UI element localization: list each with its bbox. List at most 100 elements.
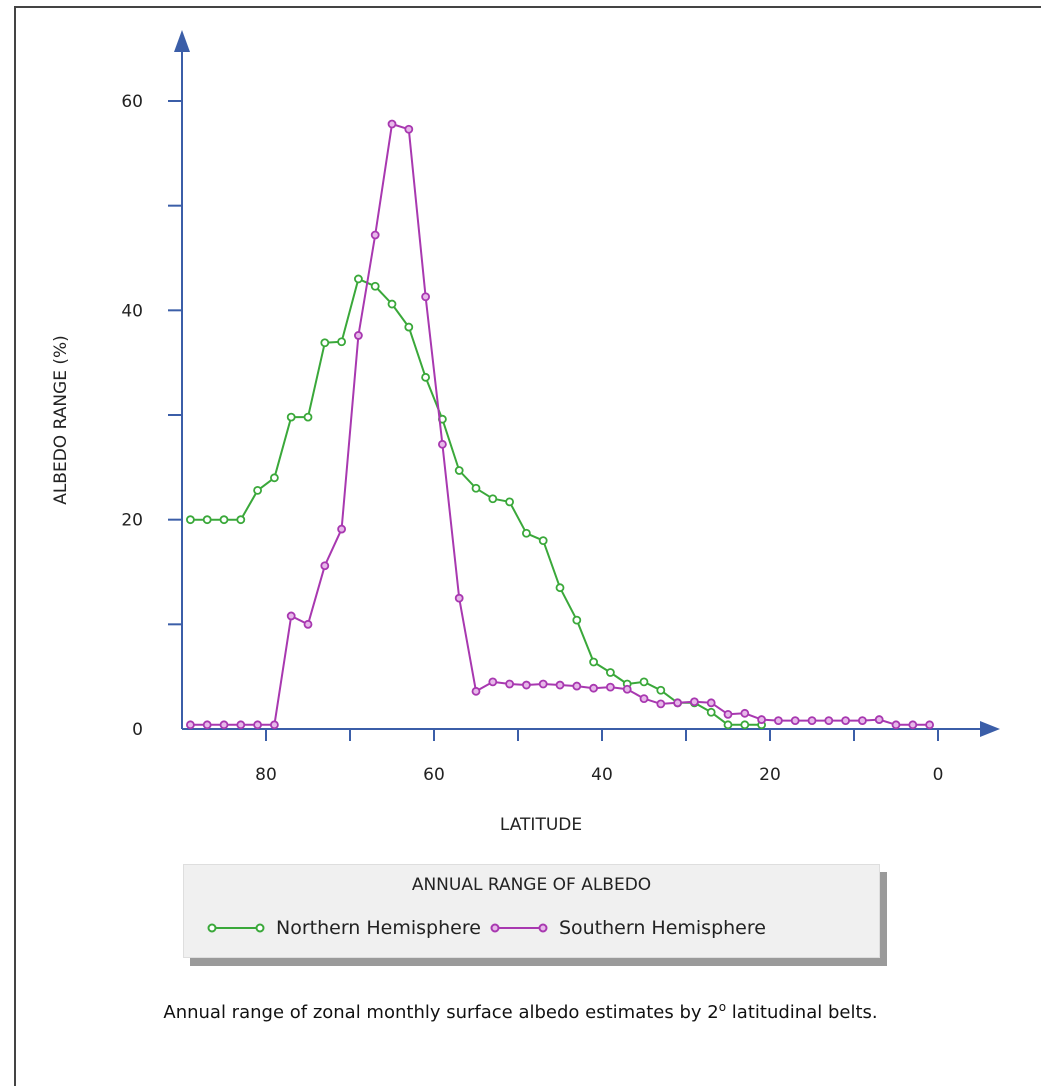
data-point-southern	[437, 439, 447, 449]
data-point-southern	[555, 680, 565, 690]
data-point-northern	[589, 657, 598, 667]
legend-swatch-northern	[207, 923, 265, 933]
data-point-southern	[925, 720, 934, 730]
data-point-southern	[874, 715, 884, 724]
data-point-northern	[286, 412, 296, 422]
y-tick-label-40: 40	[121, 301, 143, 321]
caption-text-start: Annual range of zonal monthly surface al…	[163, 1002, 719, 1023]
data-point-southern	[505, 679, 515, 689]
data-point-southern	[589, 683, 598, 693]
data-point-northern	[606, 668, 615, 677]
x-tick-label-20: 20	[759, 765, 781, 785]
data-point-southern	[320, 561, 330, 571]
data-point-northern	[538, 536, 548, 545]
data-point-southern	[488, 677, 498, 687]
data-point-southern	[723, 709, 733, 719]
x-axis-label: LATITUDE	[500, 815, 582, 835]
data-point-southern	[639, 694, 649, 704]
data-point-southern	[522, 680, 531, 690]
data-point-southern	[219, 720, 229, 730]
data-point-southern	[454, 593, 464, 603]
data-point-northern	[219, 515, 229, 525]
data-point-northern	[706, 707, 716, 717]
data-point-northern	[740, 720, 750, 730]
legend-swatch-southern	[490, 923, 548, 933]
data-point-northern	[337, 337, 347, 347]
data-point-northern	[236, 515, 246, 525]
data-point-southern	[908, 720, 918, 730]
data-point-southern	[572, 681, 582, 691]
x-tick-label-60: 60	[423, 765, 445, 785]
data-point-northern	[303, 412, 313, 422]
data-point-southern	[353, 331, 363, 340]
y-axis-arrow	[174, 30, 190, 52]
data-point-northern	[488, 494, 498, 504]
data-point-northern	[269, 473, 279, 483]
series-line-southern	[190, 123, 930, 726]
data-point-northern	[353, 274, 363, 284]
data-point-northern	[454, 466, 464, 475]
legend: ANNUAL RANGE OF ALBEDO Northern Hemisphe…	[183, 864, 880, 958]
data-point-northern	[185, 515, 195, 525]
data-point-northern	[421, 372, 431, 382]
data-point-northern	[572, 615, 582, 625]
data-point-southern	[740, 708, 750, 718]
data-point-northern	[471, 483, 481, 493]
data-point-southern	[690, 697, 699, 707]
data-point-southern	[185, 720, 195, 730]
data-point-southern	[656, 699, 666, 709]
caption-degree: o	[718, 1000, 727, 1014]
y-axis-label: ALBEDO RANGE (%)	[51, 335, 71, 505]
data-point-northern	[387, 299, 397, 309]
data-point-northern	[555, 583, 565, 593]
data-point-southern	[269, 720, 279, 730]
data-point-southern	[253, 720, 263, 730]
x-axis-arrow	[980, 721, 1000, 737]
series-line-northern	[190, 277, 762, 726]
data-point-southern	[236, 720, 246, 730]
data-point-southern	[858, 716, 867, 726]
data-point-southern	[706, 698, 716, 708]
data-point-northern	[320, 338, 330, 348]
data-point-southern	[337, 524, 347, 534]
data-point-southern	[606, 682, 615, 692]
data-point-northern	[639, 677, 649, 687]
data-point-southern	[387, 119, 397, 129]
y-tick-label-0: 0	[132, 720, 143, 740]
x-tick-label-40: 40	[591, 765, 613, 785]
figure-frame	[14, 6, 1041, 1086]
data-point-southern	[790, 716, 800, 726]
x-tick-label-0: 0	[933, 765, 944, 785]
data-point-northern	[370, 281, 380, 291]
data-point-southern	[841, 716, 850, 726]
data-point-northern	[202, 515, 212, 525]
legend-item-southern: Southern Hemisphere	[489, 917, 766, 939]
data-point-southern	[202, 720, 212, 730]
data-point-southern	[891, 720, 901, 730]
data-point-southern	[286, 611, 296, 621]
legend-title: ANNUAL RANGE OF ALBEDO	[411, 875, 652, 895]
data-point-southern	[538, 679, 548, 689]
data-point-northern	[505, 497, 515, 507]
figure-caption: Annual range of zonal monthly surface al…	[0, 1000, 1041, 1023]
data-point-southern	[757, 715, 766, 724]
data-point-southern	[824, 716, 834, 726]
legend-item-northern: Northern Hemisphere	[206, 917, 481, 939]
legend-label-southern: Southern Hemisphere	[558, 917, 766, 939]
data-point-southern	[303, 619, 313, 629]
data-point-northern	[404, 322, 414, 332]
data-point-southern	[421, 292, 431, 302]
data-point-northern	[253, 485, 263, 495]
legend-label-northern: Northern Hemisphere	[276, 917, 481, 939]
x-tick-label-80: 80	[255, 765, 277, 785]
data-point-southern	[807, 716, 817, 726]
y-tick-label-60: 60	[121, 92, 143, 112]
data-point-southern	[471, 686, 481, 696]
caption-text-end: latitudinal belts.	[726, 1002, 878, 1023]
data-point-southern	[622, 684, 632, 694]
data-point-southern	[370, 230, 380, 240]
albedo-chart: 80 60 40 20 0 0 20 40 60 LATITUDE ALBEDO RANGE (%)	[51, 30, 1000, 835]
data-point-northern	[656, 685, 666, 695]
data-point-southern	[774, 716, 783, 726]
data-point-northern	[723, 720, 733, 730]
